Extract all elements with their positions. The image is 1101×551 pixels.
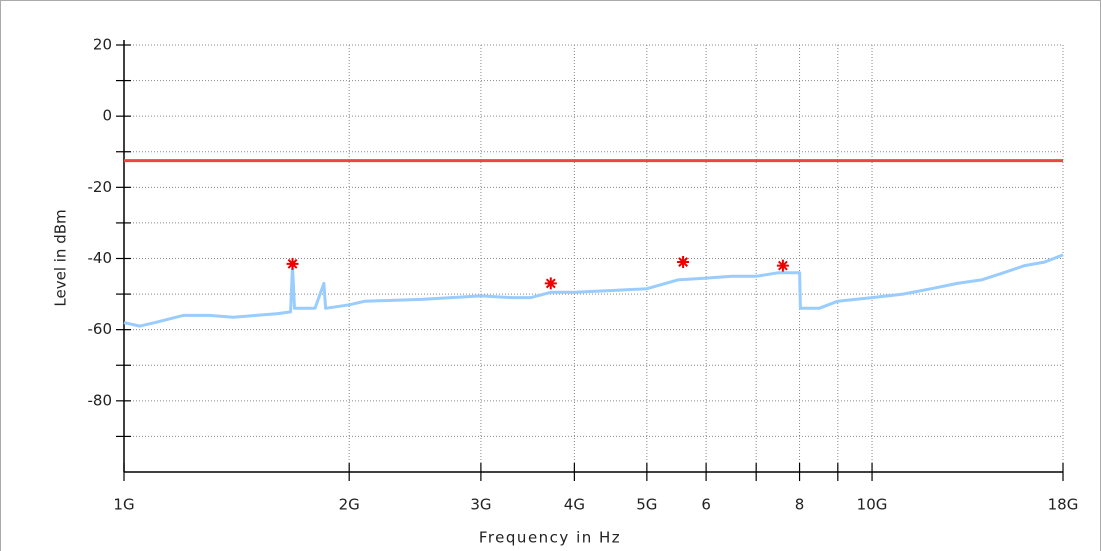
series-line <box>123 253 1064 328</box>
y-tick-label: 20 <box>93 36 112 54</box>
y-tick-label: -20 <box>88 178 113 196</box>
y-axis-label: Level in dBm <box>52 209 70 306</box>
y-tick-label: -60 <box>88 320 113 338</box>
y-tick-label: 0 <box>102 107 112 125</box>
x-tick-label: 4G <box>564 496 585 514</box>
peak-marker <box>544 277 557 290</box>
peak-marker <box>286 257 299 270</box>
x-tick-label: 1G <box>113 496 134 514</box>
x-tick-label: 2G <box>339 496 360 514</box>
y-tick-label: -80 <box>88 391 113 409</box>
x-tick-label: 6 <box>701 496 711 514</box>
peak-marker <box>776 259 789 272</box>
peak-marker <box>677 256 690 269</box>
x-tick-label: 5G <box>636 496 657 514</box>
x-tick-label: 8 <box>795 496 805 514</box>
x-tick-label: 3G <box>470 496 491 514</box>
y-tick-label: -40 <box>88 249 113 267</box>
x-tick-label: 10G <box>857 496 888 514</box>
x-tick-label: 18G <box>1048 496 1079 514</box>
x-axis-label: Frequency in Hz <box>479 529 621 547</box>
